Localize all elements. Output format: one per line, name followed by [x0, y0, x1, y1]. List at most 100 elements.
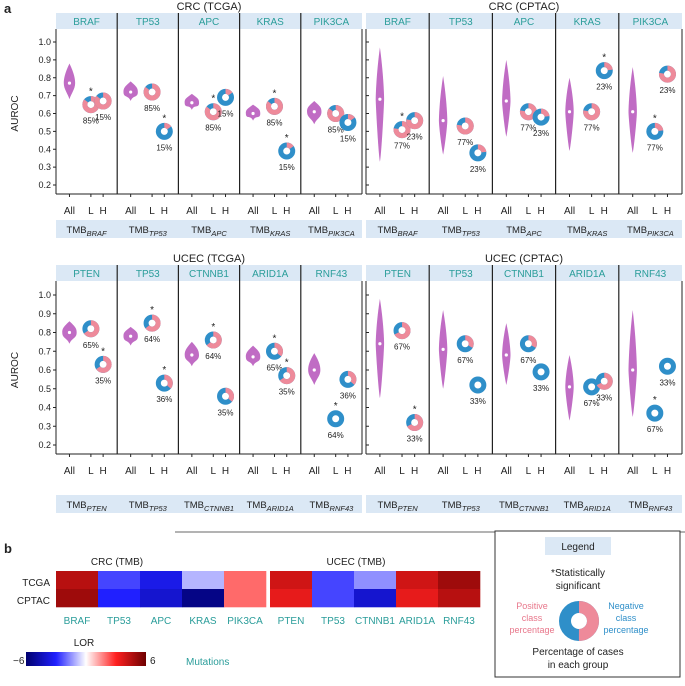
donut-l-positive-arc	[393, 121, 411, 139]
x-tick-label-h: H	[100, 466, 107, 477]
violin-median	[251, 111, 255, 116]
y-tick-label: 0.3	[38, 421, 51, 431]
ucec-heatmap-col-labels: PTEN TP53 CTNNB1 ARID1A RNF43	[278, 616, 476, 627]
x-tick-label-l: L	[88, 466, 94, 477]
legend-sig-line1: *Statistically	[551, 568, 605, 579]
violin-all	[375, 47, 385, 162]
percent-label-h: 33%	[533, 384, 549, 393]
x-tick-label-all: All	[248, 466, 259, 477]
donut-h-positive-arc	[595, 62, 613, 80]
donut-l	[519, 335, 537, 353]
donut-h-positive-arc	[155, 122, 173, 140]
tmb-label: TMBBRAF	[378, 225, 418, 238]
gene-label: PTEN	[384, 269, 411, 280]
gene-header-bar	[366, 265, 682, 281]
gene-group-tp53: TP53 All L H 67% 33% TMBTP53	[428, 265, 487, 513]
tmb-label: TMBTP53	[442, 225, 481, 238]
x-tick-label-h: H	[283, 206, 290, 217]
donut-l-positive-arc	[265, 342, 283, 360]
y-tick-label: 0.2	[38, 180, 51, 190]
significance-star: *	[211, 94, 215, 105]
percent-label-l: 77%	[457, 138, 473, 147]
heatmap-col-label: CTNNB1	[355, 616, 395, 627]
percent-label-h: 23%	[596, 83, 612, 92]
heatmap-cell	[312, 571, 355, 590]
donut-h	[406, 414, 424, 431]
violin-all	[628, 310, 637, 417]
significance-star: *	[162, 365, 166, 376]
y-tick-label: 0.7	[38, 346, 51, 356]
violin-all	[628, 67, 637, 153]
heatmap-cell	[224, 571, 267, 590]
heatmap-col-label: TP53	[321, 616, 345, 627]
donut-h-positive-arc	[94, 355, 112, 373]
y-tick-label: 0.6	[38, 365, 51, 375]
violin-median	[567, 385, 572, 389]
x-tick-label-all: All	[125, 206, 136, 217]
percent-label-l: 77%	[647, 143, 663, 152]
gene-label: PIK3CA	[633, 17, 669, 28]
donut-h	[217, 387, 235, 405]
heatmap-cell	[98, 589, 141, 608]
heatmap-cell	[438, 571, 481, 590]
donut-l-positive-arc	[204, 331, 222, 349]
gene-label: KRAS	[257, 17, 285, 28]
percent-label-l: 64%	[144, 335, 160, 344]
x-tick-label-h: H	[222, 466, 229, 477]
gene-label: RNF43	[316, 269, 348, 280]
percent-label-h: 36%	[340, 391, 356, 400]
y-tick-label: 0.8	[38, 328, 51, 338]
significance-star: *	[150, 305, 154, 316]
violin-all	[502, 59, 511, 137]
violin-panel-3: UCEC (TCGA) 1.0 0.9 0.8 0.7 0.6 0.5 0.4 0.3 0.2 AU…	[10, 253, 363, 513]
heatmap-col-label: RNF43	[443, 616, 475, 627]
donut-h-positive-arc	[595, 372, 613, 390]
gene-group-kras: KRAS All L H 77% * 23% TMBKRAS	[554, 13, 613, 238]
percent-label-h: 33%	[407, 435, 423, 444]
panel-title: UCEC (CPTAC)	[485, 253, 563, 265]
x-tick-label-h: H	[161, 206, 168, 217]
heatmap-cell	[270, 571, 313, 590]
x-tick-label-all: All	[627, 466, 638, 477]
violin-median	[251, 355, 255, 359]
tmb-label: TMBAPC	[191, 225, 227, 238]
percent-label-h: 15%	[218, 109, 234, 118]
row-label-tcga: TCGA	[22, 578, 50, 589]
donut-l-negative-ring	[327, 410, 345, 428]
percent-label-h: 15%	[95, 113, 111, 122]
gene-label: TP53	[136, 17, 160, 28]
heatmap-cell	[140, 571, 183, 590]
legend-sample-donut-positive-arc	[559, 601, 599, 641]
crc-heatmap-title: CRC (TMB)	[91, 557, 143, 568]
donut-l	[646, 404, 664, 422]
donut-h-positive-arc	[406, 414, 424, 431]
x-tick-label-all: All	[186, 466, 197, 477]
percent-label-h: 33%	[596, 393, 612, 402]
legend-neg-line2: class	[616, 613, 637, 623]
significance-star: *	[413, 405, 417, 416]
tmb-label: TMBBRAF	[67, 225, 107, 238]
donut-l-negative-ring	[646, 404, 664, 422]
gene-group-rnf43: RNF43 All L H * 67% 33% TMBRNF43	[618, 265, 676, 513]
donut-l-positive-arc	[456, 117, 474, 135]
colorbar-title: LOR	[74, 638, 95, 649]
violin-median	[190, 101, 194, 105]
significance-star: *	[162, 113, 166, 124]
x-tick-label-l: L	[526, 466, 532, 477]
legend-foot-line2: in each group	[548, 660, 609, 671]
significance-star: *	[285, 358, 289, 369]
donut-l	[456, 335, 474, 353]
gene-group-apc: APC All L H 77%23% TMBAPC	[491, 13, 550, 238]
gene-label: APC	[199, 17, 220, 28]
donut-h-negative-ring	[532, 363, 550, 381]
tmb-footer-bar	[366, 495, 682, 513]
y-axis-label: AUROC	[10, 95, 21, 131]
tmb-label: TMBRNF43	[309, 500, 354, 513]
percent-label-l: 77%	[394, 142, 410, 151]
heatmap-cell	[354, 589, 397, 608]
tmb-footer-bar	[56, 495, 362, 513]
x-tick-label-h: H	[411, 206, 418, 217]
heatmap-cell	[56, 571, 99, 590]
x-tick-label-l: L	[399, 206, 405, 217]
